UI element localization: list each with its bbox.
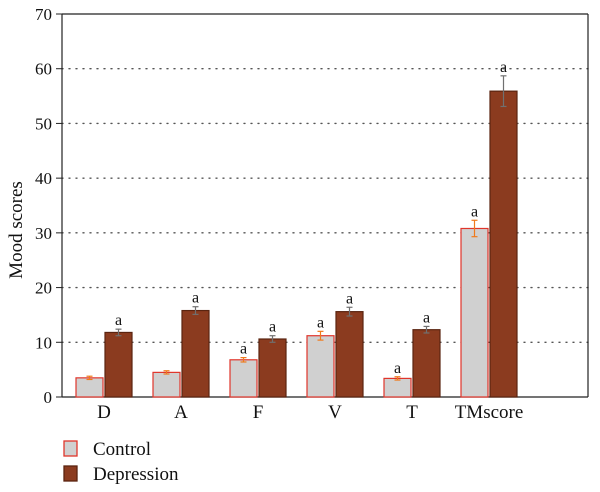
error-bar-control-F — [240, 357, 247, 363]
sig-label-depression-T: a — [423, 309, 430, 326]
legend: Control Depression — [63, 439, 179, 485]
y-tick-label-60: 60 — [35, 60, 52, 79]
legend-swatch-control — [63, 440, 78, 457]
sig-label-control-T: a — [394, 360, 401, 377]
bar-depression-A — [181, 309, 210, 398]
error-bar-depression-TMscore — [500, 75, 507, 108]
sig-label-depression-F: a — [269, 319, 276, 336]
y-tick-label-30: 30 — [35, 224, 52, 243]
x-label-T: T — [406, 402, 418, 423]
x-label-TMscore: TMscore — [455, 402, 524, 423]
sig-label-depression-V: a — [346, 290, 353, 307]
bar-control-A — [152, 371, 181, 398]
sig-label-depression-A: a — [192, 290, 199, 307]
error-bar-depression-T — [423, 325, 430, 334]
y-tick-label-0: 0 — [44, 388, 53, 407]
error-bar-depression-A — [192, 306, 199, 315]
y-tick-label-50: 50 — [35, 114, 52, 133]
y-tick-labels: 0 10 20 30 40 50 60 70 — [35, 5, 62, 407]
bar-control-T — [383, 377, 412, 398]
x-label-D: D — [97, 402, 111, 423]
y-axis-label: Mood scores — [6, 181, 27, 279]
legend-label-control: Control — [93, 439, 151, 460]
bar-depression-D — [104, 331, 133, 398]
bar-control-TMscore — [460, 227, 489, 398]
bar-depression-V — [335, 311, 364, 398]
bars — [75, 90, 518, 398]
error-bar-depression-F — [269, 335, 276, 343]
error-bar-depression-V — [346, 306, 353, 317]
error-bar-control-A — [163, 370, 170, 375]
bar-control-V — [306, 335, 335, 398]
legend-label-depression: Depression — [93, 464, 179, 485]
error-bar-control-V — [317, 330, 324, 341]
x-label-A: A — [174, 402, 188, 423]
x-label-V: V — [328, 402, 342, 423]
error-bar-control-TMscore — [471, 219, 478, 238]
bar-control-D — [75, 377, 104, 398]
sig-label-depression-TMscore: a — [500, 59, 507, 76]
y-tick-label-70: 70 — [35, 5, 52, 24]
bar-depression-T — [412, 329, 441, 398]
sig-label-depression-D: a — [115, 312, 122, 329]
sig-label-control-F: a — [240, 341, 247, 358]
y-tick-label-40: 40 — [35, 169, 52, 188]
sig-label-control-TMscore: a — [471, 203, 478, 220]
sig-label-control-V: a — [317, 314, 324, 331]
y-tick-label-20: 20 — [35, 279, 52, 298]
error-bar-control-T — [394, 376, 401, 381]
significance-labels: a a a a a a a a a a — [115, 59, 507, 377]
bar-control-F — [229, 359, 258, 398]
x-label-F: F — [253, 402, 264, 423]
error-bar-depression-D — [115, 328, 122, 337]
y-tick-label-10: 10 — [35, 333, 52, 352]
legend-swatch-depression — [63, 465, 78, 482]
error-bars — [86, 75, 507, 381]
bar-depression-F — [258, 338, 287, 398]
error-bar-control-D — [86, 375, 93, 381]
x-category-labels: D A F V T TMscore — [97, 402, 523, 423]
bar-depression-TMscore — [489, 90, 518, 398]
